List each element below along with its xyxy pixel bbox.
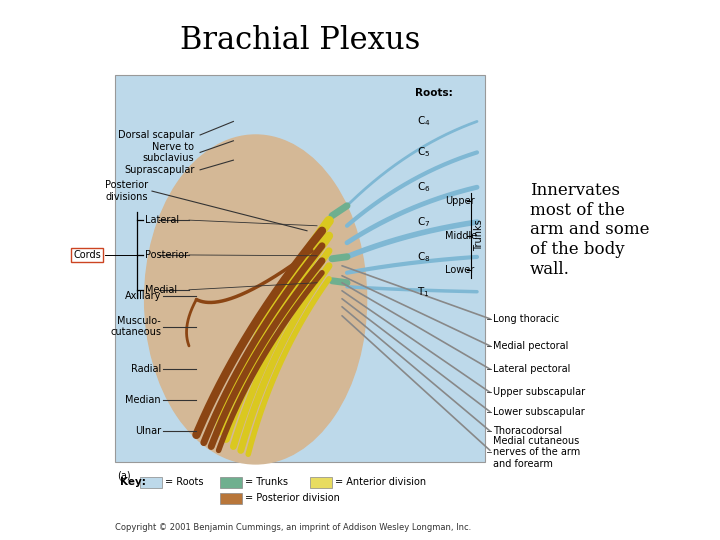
- Text: = Posterior division: = Posterior division: [245, 493, 340, 503]
- Text: Middle: Middle: [445, 231, 477, 241]
- Text: Lateral: Lateral: [145, 215, 179, 225]
- Text: Ulnar: Ulnar: [135, 426, 161, 436]
- Text: C$_7$: C$_7$: [417, 215, 431, 229]
- Text: Copyright © 2001 Benjamin Cummings, an imprint of Addison Wesley Longman, Inc.: Copyright © 2001 Benjamin Cummings, an i…: [115, 523, 472, 532]
- Bar: [310, 476, 332, 488]
- Text: Cords: Cords: [73, 250, 101, 260]
- Ellipse shape: [145, 135, 366, 464]
- Text: Long thoracic: Long thoracic: [493, 314, 559, 324]
- Text: Lateral pectoral: Lateral pectoral: [493, 364, 570, 374]
- Text: Medial pectoral: Medial pectoral: [493, 341, 568, 351]
- Text: Dorsal scapular: Dorsal scapular: [118, 130, 194, 140]
- Text: Posterior
divisions: Posterior divisions: [105, 180, 148, 202]
- Bar: [220, 476, 242, 488]
- Text: Lower subscapular: Lower subscapular: [493, 407, 585, 417]
- Text: Medial: Medial: [145, 285, 177, 295]
- Text: Trunks: Trunks: [474, 220, 484, 252]
- Text: Roots:: Roots:: [415, 88, 453, 98]
- Text: Medial cutaneous
nerves of the arm
and forearm: Medial cutaneous nerves of the arm and f…: [493, 436, 580, 469]
- Text: Key:: Key:: [120, 477, 146, 487]
- Text: Lower: Lower: [445, 266, 474, 275]
- Text: C$_5$: C$_5$: [417, 145, 431, 159]
- Text: C$_8$: C$_8$: [417, 250, 431, 264]
- Text: Posterior: Posterior: [145, 250, 189, 260]
- Text: Radial: Radial: [131, 364, 161, 374]
- Text: = Roots: = Roots: [165, 477, 204, 487]
- Text: Upper: Upper: [445, 196, 474, 206]
- Text: Median: Median: [125, 395, 161, 405]
- Text: Nerve to
subclavius: Nerve to subclavius: [143, 141, 194, 163]
- Text: T$_1$: T$_1$: [417, 285, 430, 299]
- Text: (a): (a): [117, 470, 130, 480]
- Text: Thoracodorsal: Thoracodorsal: [493, 426, 562, 436]
- Text: = Trunks: = Trunks: [245, 477, 288, 487]
- Text: C$_6$: C$_6$: [417, 180, 431, 194]
- Text: Upper subscapular: Upper subscapular: [493, 387, 585, 397]
- Bar: [115, 75, 485, 462]
- Bar: [140, 476, 162, 488]
- Text: Innervates
most of the
arm and some
of the body
wall.: Innervates most of the arm and some of t…: [530, 183, 649, 278]
- Text: = Anterior division: = Anterior division: [335, 477, 426, 487]
- Text: Axillary: Axillary: [125, 291, 161, 301]
- Text: C$_4$: C$_4$: [417, 114, 431, 129]
- Text: Suprascapular: Suprascapular: [124, 165, 194, 175]
- Text: Brachial Plexus: Brachial Plexus: [180, 25, 420, 56]
- Bar: [220, 492, 242, 503]
- Text: Musculo-
cutaneous: Musculo- cutaneous: [110, 316, 161, 338]
